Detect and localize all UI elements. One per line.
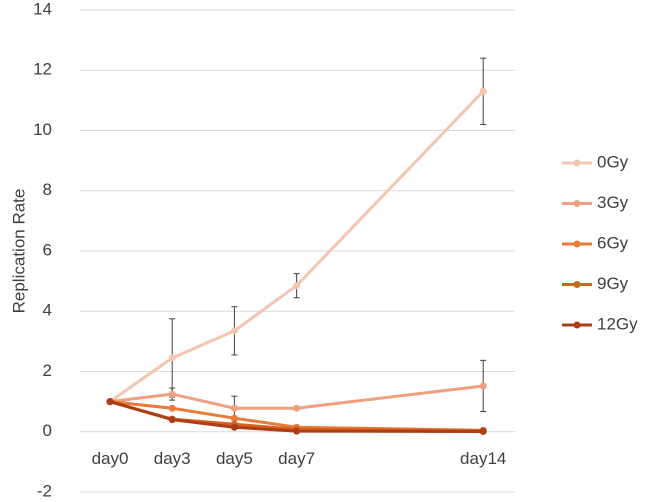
data-point	[168, 390, 176, 398]
x-tick-label: day14	[460, 449, 506, 468]
legend-marker	[573, 200, 581, 207]
y-axis-label: Replication Rate	[9, 189, 28, 314]
legend-label: 0Gy	[597, 152, 629, 171]
data-point	[168, 354, 176, 362]
data-point	[168, 404, 176, 412]
y-tick-label: 8	[43, 180, 52, 199]
data-point	[293, 427, 301, 435]
data-point	[293, 404, 301, 412]
series-line	[109, 90, 485, 403]
legend-marker	[573, 159, 581, 167]
data-point	[230, 327, 238, 335]
legend-label: 9Gy	[597, 274, 629, 293]
data-point	[106, 398, 114, 406]
y-tick-label: 6	[43, 240, 52, 259]
y-tick-label: 10	[33, 120, 52, 139]
data-point	[168, 416, 176, 424]
y-tick-label: 14	[33, 0, 52, 18]
x-tick-label: day3	[154, 449, 191, 468]
legend-marker	[573, 321, 581, 329]
y-tick-label: -2	[37, 481, 52, 500]
y-tick-label: 0	[43, 421, 52, 440]
y-tick-label: 12	[33, 60, 52, 79]
data-point	[230, 423, 238, 431]
legend-marker	[573, 240, 581, 248]
legend-label: 3Gy	[597, 193, 629, 212]
legend-label: 6Gy	[597, 233, 629, 252]
x-tick-label: day5	[216, 449, 253, 468]
legend-label: 12Gy	[597, 314, 638, 333]
y-tick-label: 4	[43, 301, 52, 320]
data-point	[230, 404, 238, 412]
y-tick-label: 2	[43, 361, 52, 380]
data-point	[479, 382, 487, 390]
x-tick-label: day7	[278, 449, 315, 468]
data-point	[479, 427, 487, 435]
data-point	[293, 282, 301, 290]
x-tick-label: day0	[92, 449, 129, 468]
data-point	[230, 414, 238, 422]
data-point	[479, 87, 487, 95]
legend-marker	[573, 281, 581, 288]
